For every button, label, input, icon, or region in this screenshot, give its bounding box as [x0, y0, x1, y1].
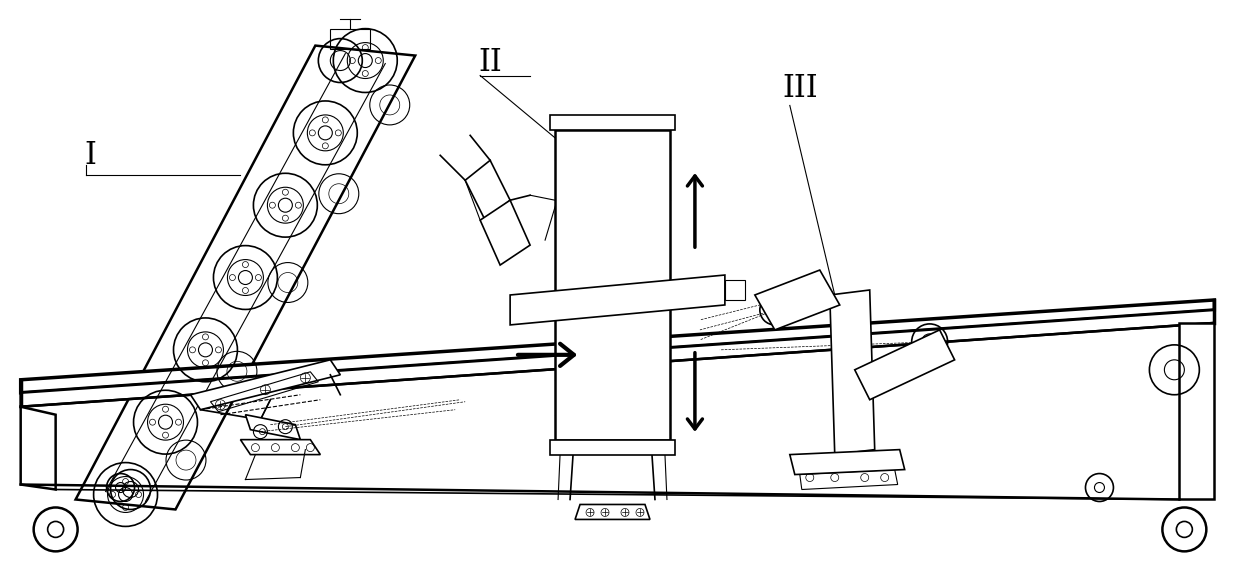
Polygon shape [1180, 323, 1214, 499]
Polygon shape [76, 46, 415, 509]
Polygon shape [855, 330, 954, 400]
Polygon shape [481, 200, 530, 265]
Polygon shape [830, 290, 875, 454]
Polygon shape [240, 439, 321, 454]
Polygon shape [21, 407, 56, 490]
Bar [331, 29, 370, 48]
Polygon shape [465, 160, 510, 220]
Polygon shape [755, 270, 840, 330]
Text: II: II [478, 47, 502, 78]
Polygon shape [191, 360, 341, 410]
Polygon shape [21, 300, 1214, 393]
Polygon shape [789, 450, 904, 475]
Polygon shape [245, 415, 300, 439]
Polygon shape [800, 469, 898, 490]
Polygon shape [510, 275, 725, 325]
Text: III: III [782, 73, 818, 104]
Text: I: I [84, 140, 97, 171]
Polygon shape [555, 130, 670, 439]
Polygon shape [550, 115, 675, 130]
Bar [725, 280, 745, 300]
Polygon shape [575, 505, 650, 520]
Polygon shape [21, 310, 1214, 407]
Polygon shape [550, 439, 675, 454]
